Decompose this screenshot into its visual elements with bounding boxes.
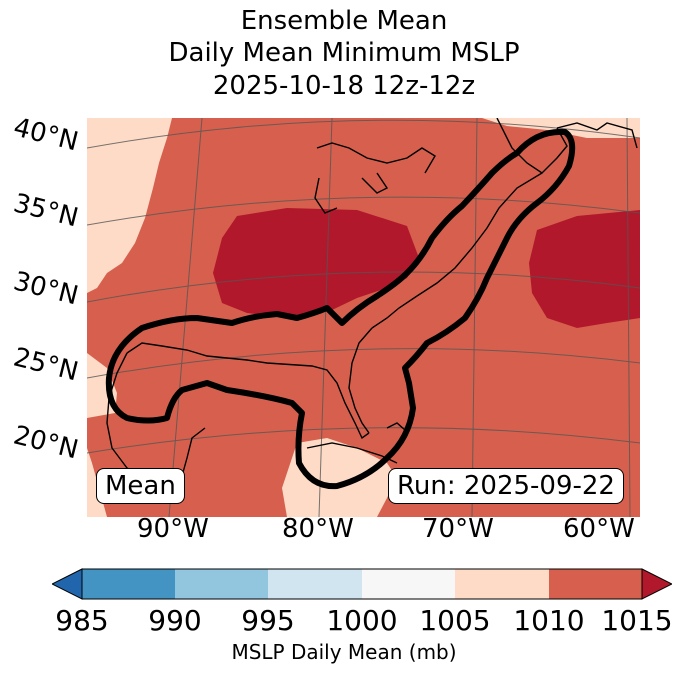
graticule-lat-40 bbox=[87, 119, 640, 149]
title-line-1: Ensemble Mean bbox=[240, 6, 448, 36]
lon-label-90: 90°W bbox=[137, 514, 209, 544]
colorbar-over-arrow bbox=[641, 568, 672, 600]
graticule-lat-30 bbox=[87, 271, 640, 303]
colorbar-under-arrow bbox=[52, 568, 83, 600]
colorbar-tick-990: 990 bbox=[148, 604, 202, 637]
graticule-lat-25 bbox=[87, 348, 640, 379]
mean-label: Mean bbox=[96, 468, 185, 504]
colorbar-bin-985-990 bbox=[82, 569, 175, 599]
colorbar-tick-1000: 1000 bbox=[326, 604, 398, 637]
mid-atlantic-coast bbox=[371, 172, 543, 329]
lat-label-25: 25°N bbox=[10, 342, 82, 388]
mslp-map bbox=[87, 118, 640, 517]
lake-michigan-coast bbox=[314, 177, 338, 214]
florida-east-coast bbox=[348, 327, 373, 434]
lon-label-60: 60°W bbox=[563, 514, 635, 544]
graticule-lon-70 bbox=[471, 118, 478, 517]
colorbar-bin-1005-1010 bbox=[455, 569, 549, 599]
graticule-lat-35 bbox=[87, 196, 640, 226]
lat-label-20: 20°N bbox=[10, 420, 82, 466]
colorbar-bin-1000-1005 bbox=[362, 569, 455, 599]
yucatan-coast bbox=[181, 427, 206, 477]
field-over-1015-atlantic bbox=[529, 210, 640, 328]
title-line-2: Daily Mean Minimum MSLP bbox=[168, 38, 520, 68]
contour-1010mb bbox=[105, 128, 576, 490]
colorbar-tick-1015: 1015 bbox=[601, 604, 673, 637]
colorbar-frame bbox=[81, 568, 643, 600]
maritime-coast bbox=[556, 122, 638, 149]
run-date-label: Run: 2025-09-22 bbox=[388, 468, 624, 504]
colorbar-tick-985: 985 bbox=[55, 604, 109, 637]
colorbar-bin-1010-1015 bbox=[549, 569, 642, 599]
florida-west-coast bbox=[296, 364, 370, 440]
colorbar-tick-1005: 1005 bbox=[419, 604, 491, 637]
field-1005-1010-caribbean bbox=[282, 438, 397, 517]
graticule-lat-20 bbox=[87, 427, 640, 454]
lat-label-40: 40°N bbox=[10, 112, 82, 158]
field-1005-1010-northwest bbox=[87, 118, 172, 293]
gulf-coast bbox=[126, 342, 298, 366]
colorbar-label: MSLP Daily Mean (mb) bbox=[231, 640, 457, 664]
colorbar-bin-990-995 bbox=[175, 569, 268, 599]
graticule bbox=[87, 118, 640, 517]
lon-label-70: 70°W bbox=[422, 514, 494, 544]
colorbar bbox=[52, 568, 672, 600]
field-over-1015-ohio-valley bbox=[213, 208, 419, 318]
colorbar-tick-995: 995 bbox=[241, 604, 295, 637]
title-line-3: 2025-10-18 12z-12z bbox=[212, 71, 476, 101]
graticule-lon-60 bbox=[626, 118, 631, 517]
great-lakes-coast bbox=[316, 142, 436, 174]
lat-label-35: 35°N bbox=[10, 188, 82, 234]
lat-label-30: 30°N bbox=[10, 266, 82, 312]
lake-huron-coast bbox=[361, 172, 389, 194]
colorbar-bin-995-1000 bbox=[268, 569, 362, 599]
graticule-lon-80 bbox=[318, 118, 333, 517]
lon-label-80: 80°W bbox=[282, 514, 354, 544]
colorbar-tick-1010: 1010 bbox=[513, 604, 585, 637]
bahamas-coast bbox=[386, 422, 406, 431]
